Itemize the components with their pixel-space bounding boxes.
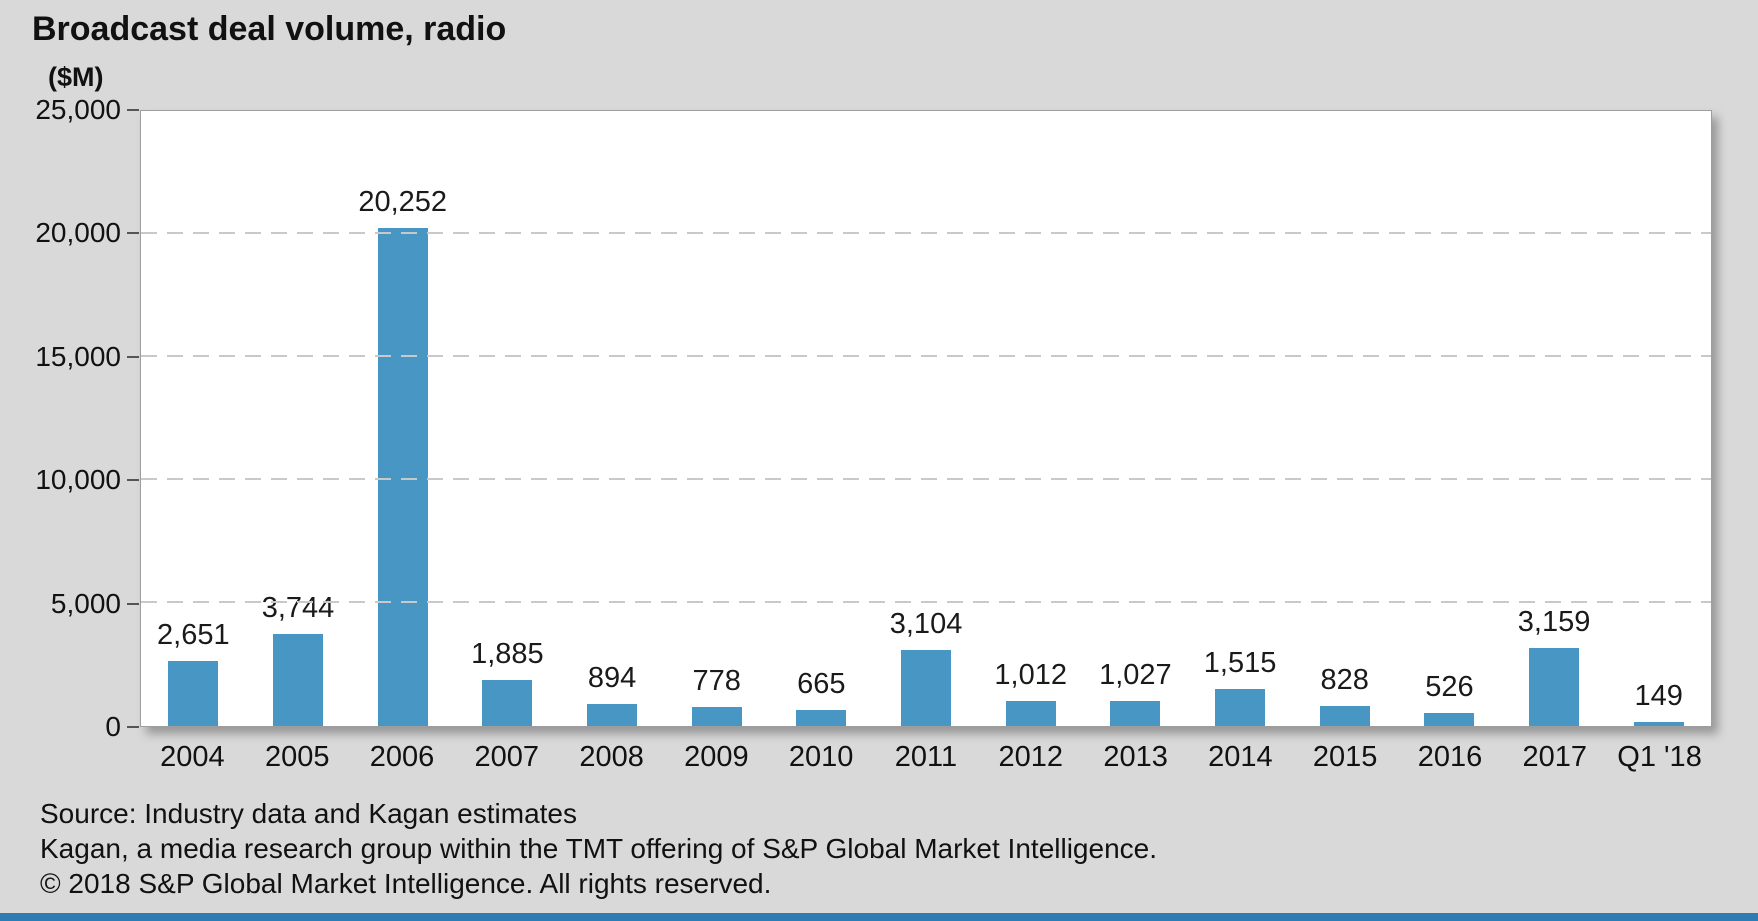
x-tick-label: 2005 <box>264 741 330 773</box>
footer: Source: Industry data and Kagan estimate… <box>40 796 1157 901</box>
y-axis: 0 5,000 10,000 15,000 20,000 25,000 <box>0 94 139 742</box>
x-tick-label: 2017 <box>1522 741 1588 773</box>
bar-slot: 20,252 <box>350 111 455 726</box>
bar-slot: 1,515 <box>1188 111 1293 726</box>
bar-slot: 149 <box>1606 111 1711 726</box>
x-tick-label: 2012 <box>998 741 1064 773</box>
bar-2005 <box>273 633 323 726</box>
bar-value-label: 1,012 <box>994 659 1067 692</box>
bars-layer: 2,651 3,744 20,252 1,885 894 778 665 3,104 1,012… <box>141 111 1711 726</box>
x-tick-label: 2008 <box>579 741 644 773</box>
bar-value-label: 149 <box>1634 680 1683 713</box>
bar-2016 <box>1424 713 1475 726</box>
bar-value-label: 1,885 <box>471 637 544 670</box>
y-tick-mark <box>127 726 139 728</box>
gridline <box>141 601 1711 603</box>
y-tick-label: 5,000 <box>50 587 121 619</box>
bar-slot: 2,651 <box>141 111 246 726</box>
y-tick-label: 15,000 <box>35 340 121 372</box>
x-tick-label: 2006 <box>369 741 435 773</box>
bar-2017 <box>1529 648 1580 726</box>
gridline <box>141 355 1711 357</box>
x-tick-label: 2009 <box>684 741 749 773</box>
bar-value-label: 1,027 <box>1099 658 1172 691</box>
x-tick-label: 2015 <box>1312 741 1378 773</box>
y-tick-mark <box>127 602 139 605</box>
copyright-line: © 2018 S&P Global Market Intelligence. A… <box>40 868 772 899</box>
bar-value-label: 3,104 <box>889 607 963 640</box>
bar-2012 <box>1005 701 1056 726</box>
bar-slot: 1,027 <box>1083 111 1188 726</box>
y-tick-mark <box>127 109 139 111</box>
bar-2004 <box>168 660 219 726</box>
bar-2009 <box>691 706 742 726</box>
x-tick-label: 2014 <box>1208 741 1273 773</box>
bar-2011 <box>901 649 952 726</box>
bar-slot: 778 <box>664 111 769 726</box>
bar-slot: 1,885 <box>455 111 560 726</box>
bar-2010 <box>796 709 847 726</box>
x-tick-label: 2011 <box>894 741 958 773</box>
bar-value-label: 894 <box>587 662 637 695</box>
bar-value-label: 3,744 <box>261 591 335 624</box>
plot-area: 2,651 3,744 20,252 1,885 894 778 665 3,104 1,012… <box>140 110 1712 727</box>
y-tick-label: 20,000 <box>35 217 121 249</box>
bar-value-label: 828 <box>1320 663 1369 696</box>
bar-2007 <box>482 679 533 726</box>
bar-slot: 1,012 <box>978 111 1083 726</box>
y-tick-label: 25,000 <box>35 94 121 125</box>
bottom-accent-bar <box>0 913 1758 921</box>
x-tick-label: 2013 <box>1103 741 1168 773</box>
bar-value-label: 20,252 <box>358 185 448 218</box>
y-tick-mark <box>127 355 139 358</box>
bar-value-label: 665 <box>797 667 846 700</box>
attribution-line: Kagan, a media research group within the… <box>40 833 1157 864</box>
bar-value-label: 3,159 <box>1517 606 1591 639</box>
bar-slot: 3,159 <box>1502 111 1607 726</box>
bar-value-label: 778 <box>692 664 741 697</box>
y-tick-label: 0 <box>105 711 121 742</box>
bar-slot: 3,104 <box>874 111 979 726</box>
bar-slot: 526 <box>1397 111 1502 726</box>
bar-2015 <box>1319 705 1370 726</box>
x-tick-label: 2016 <box>1417 741 1483 773</box>
bar-2013 <box>1110 700 1161 726</box>
page-title: Broadcast deal volume, radio <box>32 10 507 48</box>
x-tick-label: Q1 '18 <box>1617 741 1702 773</box>
y-tick-mark <box>127 232 139 235</box>
x-tick-label: 2007 <box>474 741 540 773</box>
bar-slot: 3,744 <box>246 111 351 726</box>
gridline <box>141 478 1711 480</box>
bar-value-label: 1,515 <box>1203 646 1277 679</box>
gridline <box>141 232 1711 234</box>
bar-value-label: 2,651 <box>157 618 230 651</box>
y-tick-mark <box>127 479 139 482</box>
x-axis-labels: 2004 2005 2006 2007 2008 2009 2010 2011 2012 2013… <box>140 741 1712 774</box>
bar-2014 <box>1215 688 1266 726</box>
bar-2008 <box>587 704 638 726</box>
bar-slot: 665 <box>769 111 874 726</box>
bar-q1-18 <box>1633 722 1684 726</box>
bar-2006 <box>377 227 428 726</box>
bar-slot: 894 <box>560 111 665 726</box>
y-tick-label: 10,000 <box>35 464 121 496</box>
bar-slot: 828 <box>1292 111 1397 726</box>
bar-value-label: 526 <box>1425 671 1474 704</box>
x-tick-label: 2004 <box>160 741 225 773</box>
y-axis-unit-label: ($M) <box>48 62 104 92</box>
x-tick-label: 2010 <box>788 741 854 773</box>
source-line: Source: Industry data and Kagan estimate… <box>40 798 577 829</box>
